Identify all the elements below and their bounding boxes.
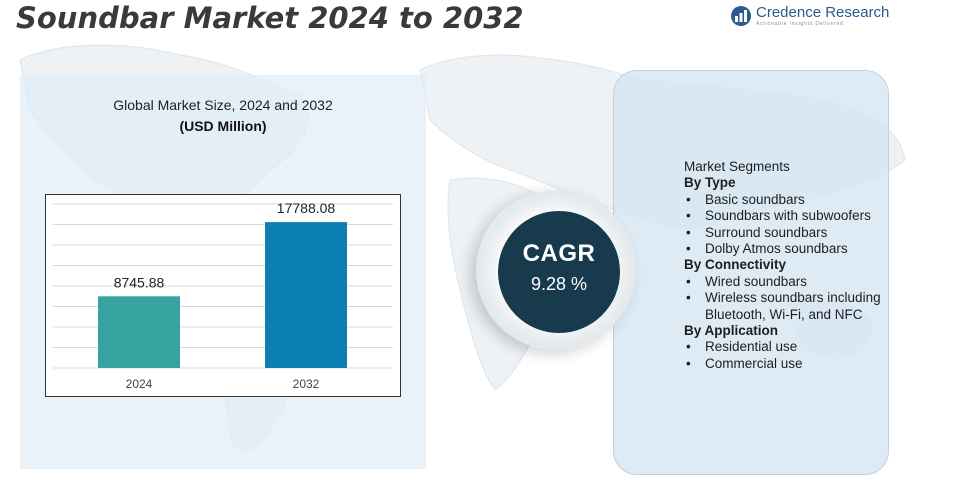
cagr-label: CAGR xyxy=(522,240,596,267)
segment-item: Dolby Atmos soundbars xyxy=(684,241,899,258)
cagr-badge xyxy=(498,211,620,333)
brand-name: Credence Research xyxy=(756,4,890,21)
segment-item: Wired soundbars xyxy=(684,274,899,291)
market-size-chart: 8745.88 2024 17788.08 2032 xyxy=(45,194,401,397)
chart-unit: (USD Million) xyxy=(179,118,267,134)
segment-group-application: By Application xyxy=(684,323,779,339)
segment-item: Soundbars with subwoofers xyxy=(684,208,899,225)
segment-group-connectivity: By Connectivity xyxy=(684,257,787,273)
bar-2032 xyxy=(265,222,347,368)
data-label-2024: 8745.88 xyxy=(114,274,165,290)
bar-2024 xyxy=(98,296,180,368)
segment-item: Residential use xyxy=(684,339,899,356)
brand-tagline: Actionable Insights Delivered xyxy=(756,21,844,27)
segments-heading: Market Segments xyxy=(684,159,790,174)
segment-item: Surround soundbars xyxy=(684,225,899,242)
market-segments: Market Segments By Type Basic soundbars … xyxy=(684,159,899,373)
x-tick-label-2032: 2032 xyxy=(293,377,320,391)
bar-chart-logo-icon xyxy=(731,6,751,26)
data-label-2032: 17788.08 xyxy=(277,200,336,216)
segment-item: Commercial use xyxy=(684,356,899,373)
segment-group-type: By Type xyxy=(684,175,736,191)
segment-item: Basic soundbars xyxy=(684,192,899,209)
segments-panel xyxy=(613,70,889,475)
page-title: Soundbar Market 2024 to 2032 xyxy=(16,1,524,35)
cagr-value: 9.28 % xyxy=(530,274,588,294)
chart-title: Global Market Size, 2024 and 2032 xyxy=(113,97,333,113)
brand-logo: Credence Research Actionable Insights De… xyxy=(730,4,920,28)
x-tick-label-2024: 2024 xyxy=(126,377,153,391)
segment-item: Wireless soundbars including Bluetooth, … xyxy=(684,290,899,323)
